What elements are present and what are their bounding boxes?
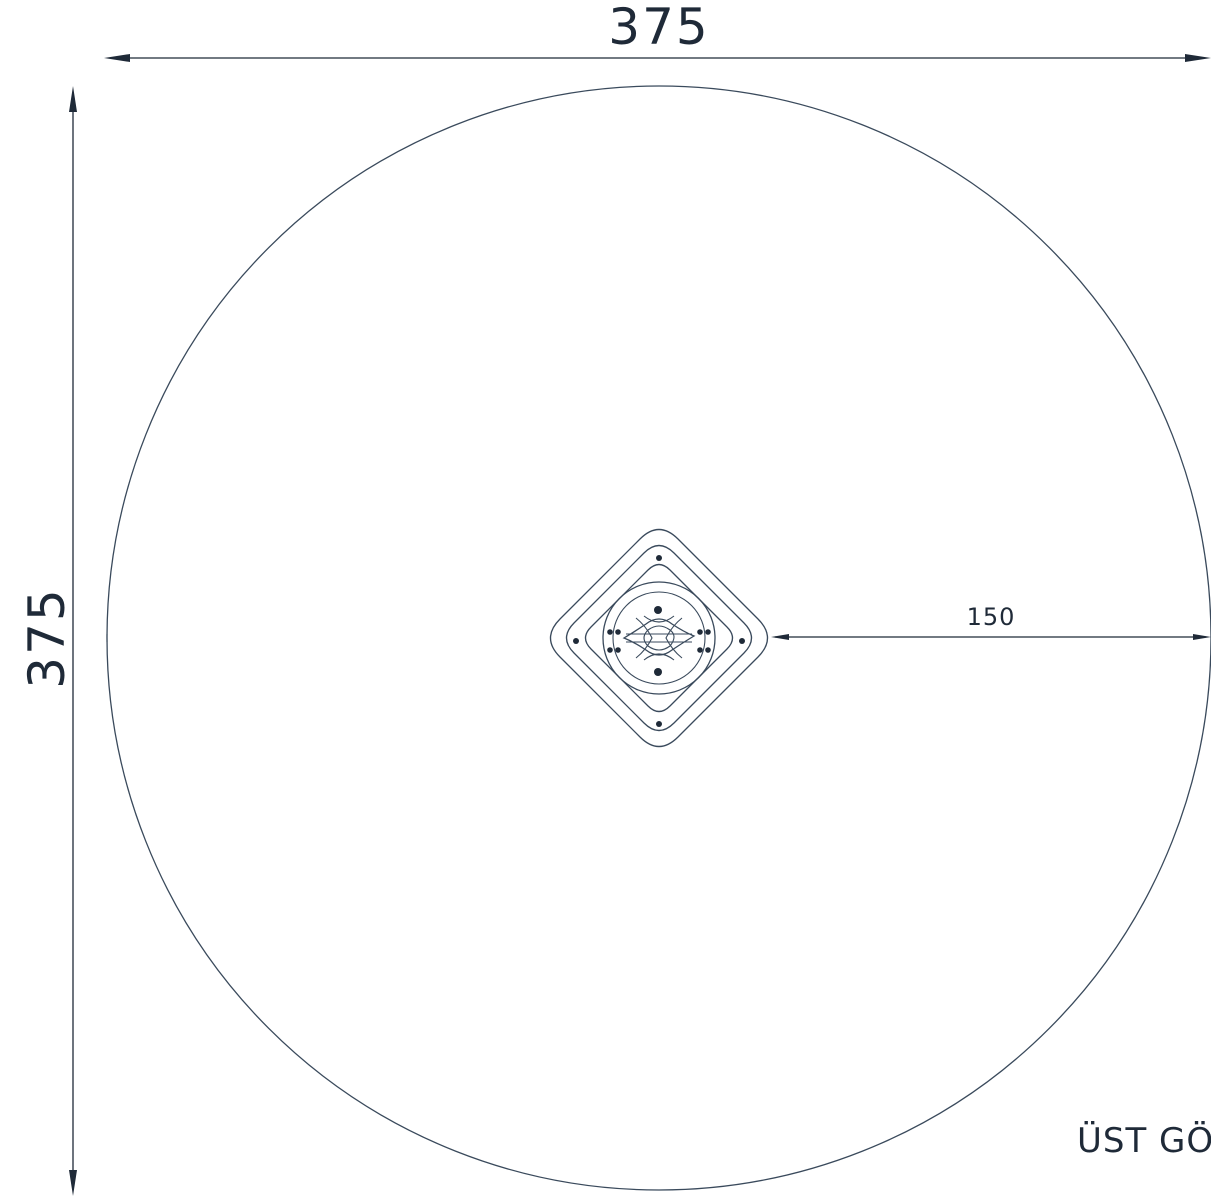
horizontal-dimension: 375 <box>104 0 1211 62</box>
arrow-right-icon <box>1185 54 1211 62</box>
outer-boundary-circle <box>106 85 1211 1191</box>
bolt-bottom <box>656 721 662 727</box>
horizontal-dimension-label: 375 <box>608 0 709 56</box>
arrow-right-icon <box>1193 634 1211 640</box>
vertical-dimension: 375 <box>18 86 77 1196</box>
side-bolt-left-4 <box>615 647 621 653</box>
center-handle-icon <box>622 615 696 661</box>
handle-bolt-bottom <box>654 668 662 676</box>
side-bolt-right-1 <box>697 629 703 635</box>
side-bolt-right-3 <box>697 647 703 653</box>
vertical-dimension-label: 375 <box>18 587 76 688</box>
side-bolt-left-1 <box>607 629 613 635</box>
radius-dimension: 150 <box>771 603 1211 640</box>
central-equipment <box>549 528 769 748</box>
turntable-outer-circle <box>602 581 716 695</box>
bolt-right <box>739 638 745 644</box>
handle-bolt-top <box>654 606 662 614</box>
view-title: ÜST GÖ <box>1077 1120 1211 1161</box>
bolt-top <box>656 555 662 561</box>
arrow-left-icon <box>104 54 130 62</box>
arrow-up-icon <box>69 86 77 112</box>
bolt-left <box>573 638 579 644</box>
arrow-down-icon <box>69 1170 77 1196</box>
side-bolt-right-4 <box>705 647 711 653</box>
side-bolt-left-2 <box>615 629 621 635</box>
turntable-inner-circle <box>612 591 706 685</box>
side-bolt-right-2 <box>705 629 711 635</box>
platform-outline <box>584 563 734 713</box>
side-bolt-left-3 <box>607 647 613 653</box>
base-outer-outline <box>549 528 769 748</box>
base-middle-outline <box>565 544 753 732</box>
radius-dimension-label: 150 <box>967 603 1016 631</box>
arrow-left-icon <box>771 634 789 640</box>
